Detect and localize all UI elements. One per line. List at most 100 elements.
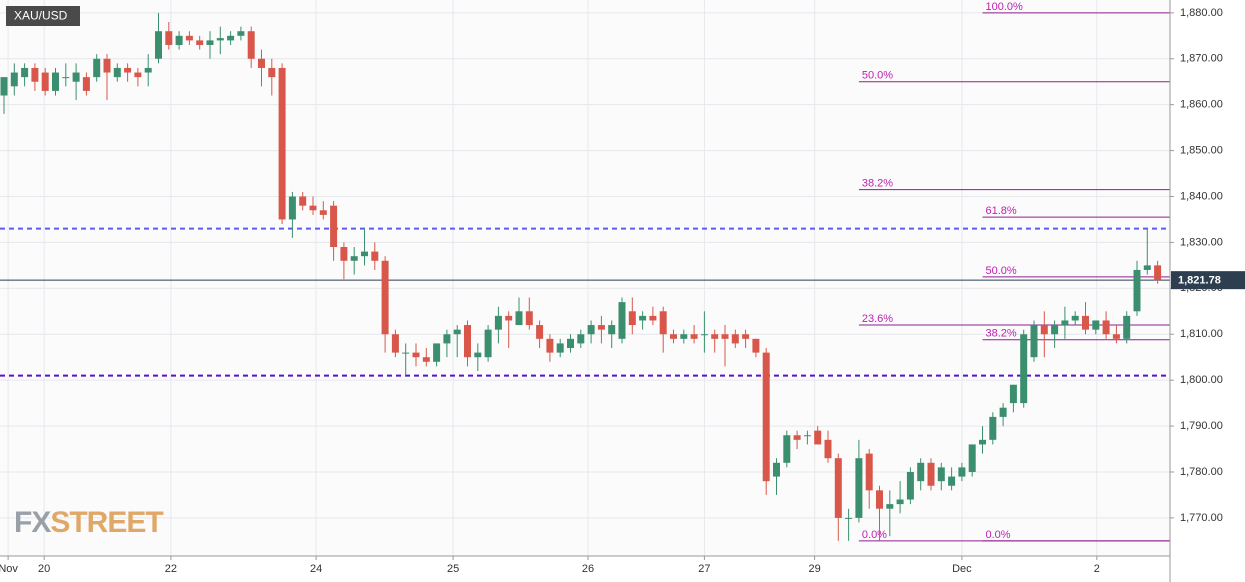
x-tick-label: 2 xyxy=(1094,563,1100,575)
candle-body xyxy=(124,67,132,73)
fib-label: 23.6% xyxy=(862,313,893,325)
fib-label: 38.2% xyxy=(986,328,1017,340)
candle-body xyxy=(618,302,626,339)
y-tick-label: 1,860.00 xyxy=(1180,99,1223,111)
candle-body xyxy=(196,40,204,45)
candle-body xyxy=(361,251,368,257)
candle-body xyxy=(979,439,986,445)
x-tick-label: 26 xyxy=(582,563,594,575)
candle-body xyxy=(268,67,276,78)
candle-body xyxy=(536,325,544,339)
candle-body xyxy=(391,334,399,353)
candle-body xyxy=(319,210,327,215)
candle-body xyxy=(350,256,358,261)
candle-body xyxy=(989,416,997,440)
y-tick-label: 1,790.00 xyxy=(1180,420,1223,432)
candle-body xyxy=(1154,265,1162,281)
x-tick-label: Nov xyxy=(0,563,18,575)
candle-body xyxy=(927,462,935,486)
x-tick-label: 27 xyxy=(698,563,710,575)
candle-body xyxy=(453,329,461,335)
candle-body xyxy=(834,458,842,518)
candle-body xyxy=(155,31,162,59)
candle-body xyxy=(711,334,719,339)
candle-body xyxy=(299,196,307,206)
candle-body xyxy=(412,352,420,358)
candle-body xyxy=(515,311,523,326)
candle-body xyxy=(958,467,966,477)
candle-body xyxy=(443,334,451,344)
grid xyxy=(0,0,1170,556)
fib-label: 0.0% xyxy=(986,529,1011,541)
candle-body xyxy=(402,352,410,354)
candle-body xyxy=(546,338,554,353)
candle-body xyxy=(206,40,214,45)
x-tick-label: 29 xyxy=(808,563,820,575)
candle-body xyxy=(1092,320,1100,330)
y-tick-label: 1,850.00 xyxy=(1180,144,1223,156)
fib-label: 50.0% xyxy=(862,70,893,82)
candle-body xyxy=(1051,325,1059,335)
candle-body xyxy=(690,334,698,339)
fib-label: 61.8% xyxy=(986,205,1017,217)
watermark-street: STREET xyxy=(50,506,163,539)
candle-body xyxy=(381,260,389,335)
fib-label: 100.0% xyxy=(986,1,1024,13)
candle-body xyxy=(896,499,904,505)
candle-body xyxy=(72,72,80,82)
candle-body xyxy=(608,325,616,335)
candle-body xyxy=(288,196,296,220)
candle-body xyxy=(1071,315,1079,321)
candle-body xyxy=(814,430,822,445)
candle-body xyxy=(731,334,739,344)
candle-body xyxy=(82,77,90,91)
candle-body xyxy=(62,77,70,79)
y-tick-label: 1,810.00 xyxy=(1180,328,1223,340)
candle-body xyxy=(845,517,853,519)
candle-body xyxy=(680,334,688,339)
candle-body xyxy=(567,338,574,349)
candle-body xyxy=(917,462,925,482)
candle-body xyxy=(1040,325,1048,335)
y-tick-label: 1,870.00 xyxy=(1180,53,1223,65)
candle-body xyxy=(752,338,760,353)
fib-label: 0.0% xyxy=(862,529,887,541)
fib-label: 50.0% xyxy=(986,265,1017,277)
candle-body xyxy=(824,439,832,459)
candle-body xyxy=(1133,269,1141,312)
candle-body xyxy=(556,343,564,353)
candle-body xyxy=(628,311,636,326)
candle-body xyxy=(93,58,101,78)
candle-body xyxy=(1082,315,1089,330)
x-tick-label: 20 xyxy=(38,563,50,575)
candle-body xyxy=(247,31,255,59)
candle-body xyxy=(793,435,801,440)
candle-body xyxy=(103,58,111,73)
candle-body xyxy=(21,67,29,78)
x-tick-label: 25 xyxy=(447,563,459,575)
symbol-box xyxy=(6,6,80,26)
candle-body xyxy=(41,72,49,91)
candle-body xyxy=(968,444,976,472)
candle-body xyxy=(999,407,1007,417)
y-tick-label: 1,780.00 xyxy=(1180,466,1223,478)
candle-body xyxy=(1143,265,1151,270)
symbol: XAU/USD xyxy=(14,9,68,23)
candle-body xyxy=(278,67,286,220)
last-price-label: 1,821.78 xyxy=(1178,275,1221,287)
candle-body xyxy=(464,325,471,358)
candle-body xyxy=(1030,325,1038,358)
candle-body xyxy=(1112,334,1120,339)
candle-body xyxy=(948,476,956,486)
candle-body xyxy=(52,72,59,91)
candle-body xyxy=(1123,315,1131,339)
candle-body xyxy=(144,67,152,73)
y-tick-label: 1,830.00 xyxy=(1180,236,1223,248)
x-tick-label: 22 xyxy=(165,563,177,575)
candle-body xyxy=(700,334,708,336)
marks: 50.0% 38.2% 23.6% 0.0% 100.0% 61.8% 50.0% 38.2%… xyxy=(0,1,1170,542)
candle-body xyxy=(742,334,750,339)
candle-body xyxy=(1061,320,1069,326)
